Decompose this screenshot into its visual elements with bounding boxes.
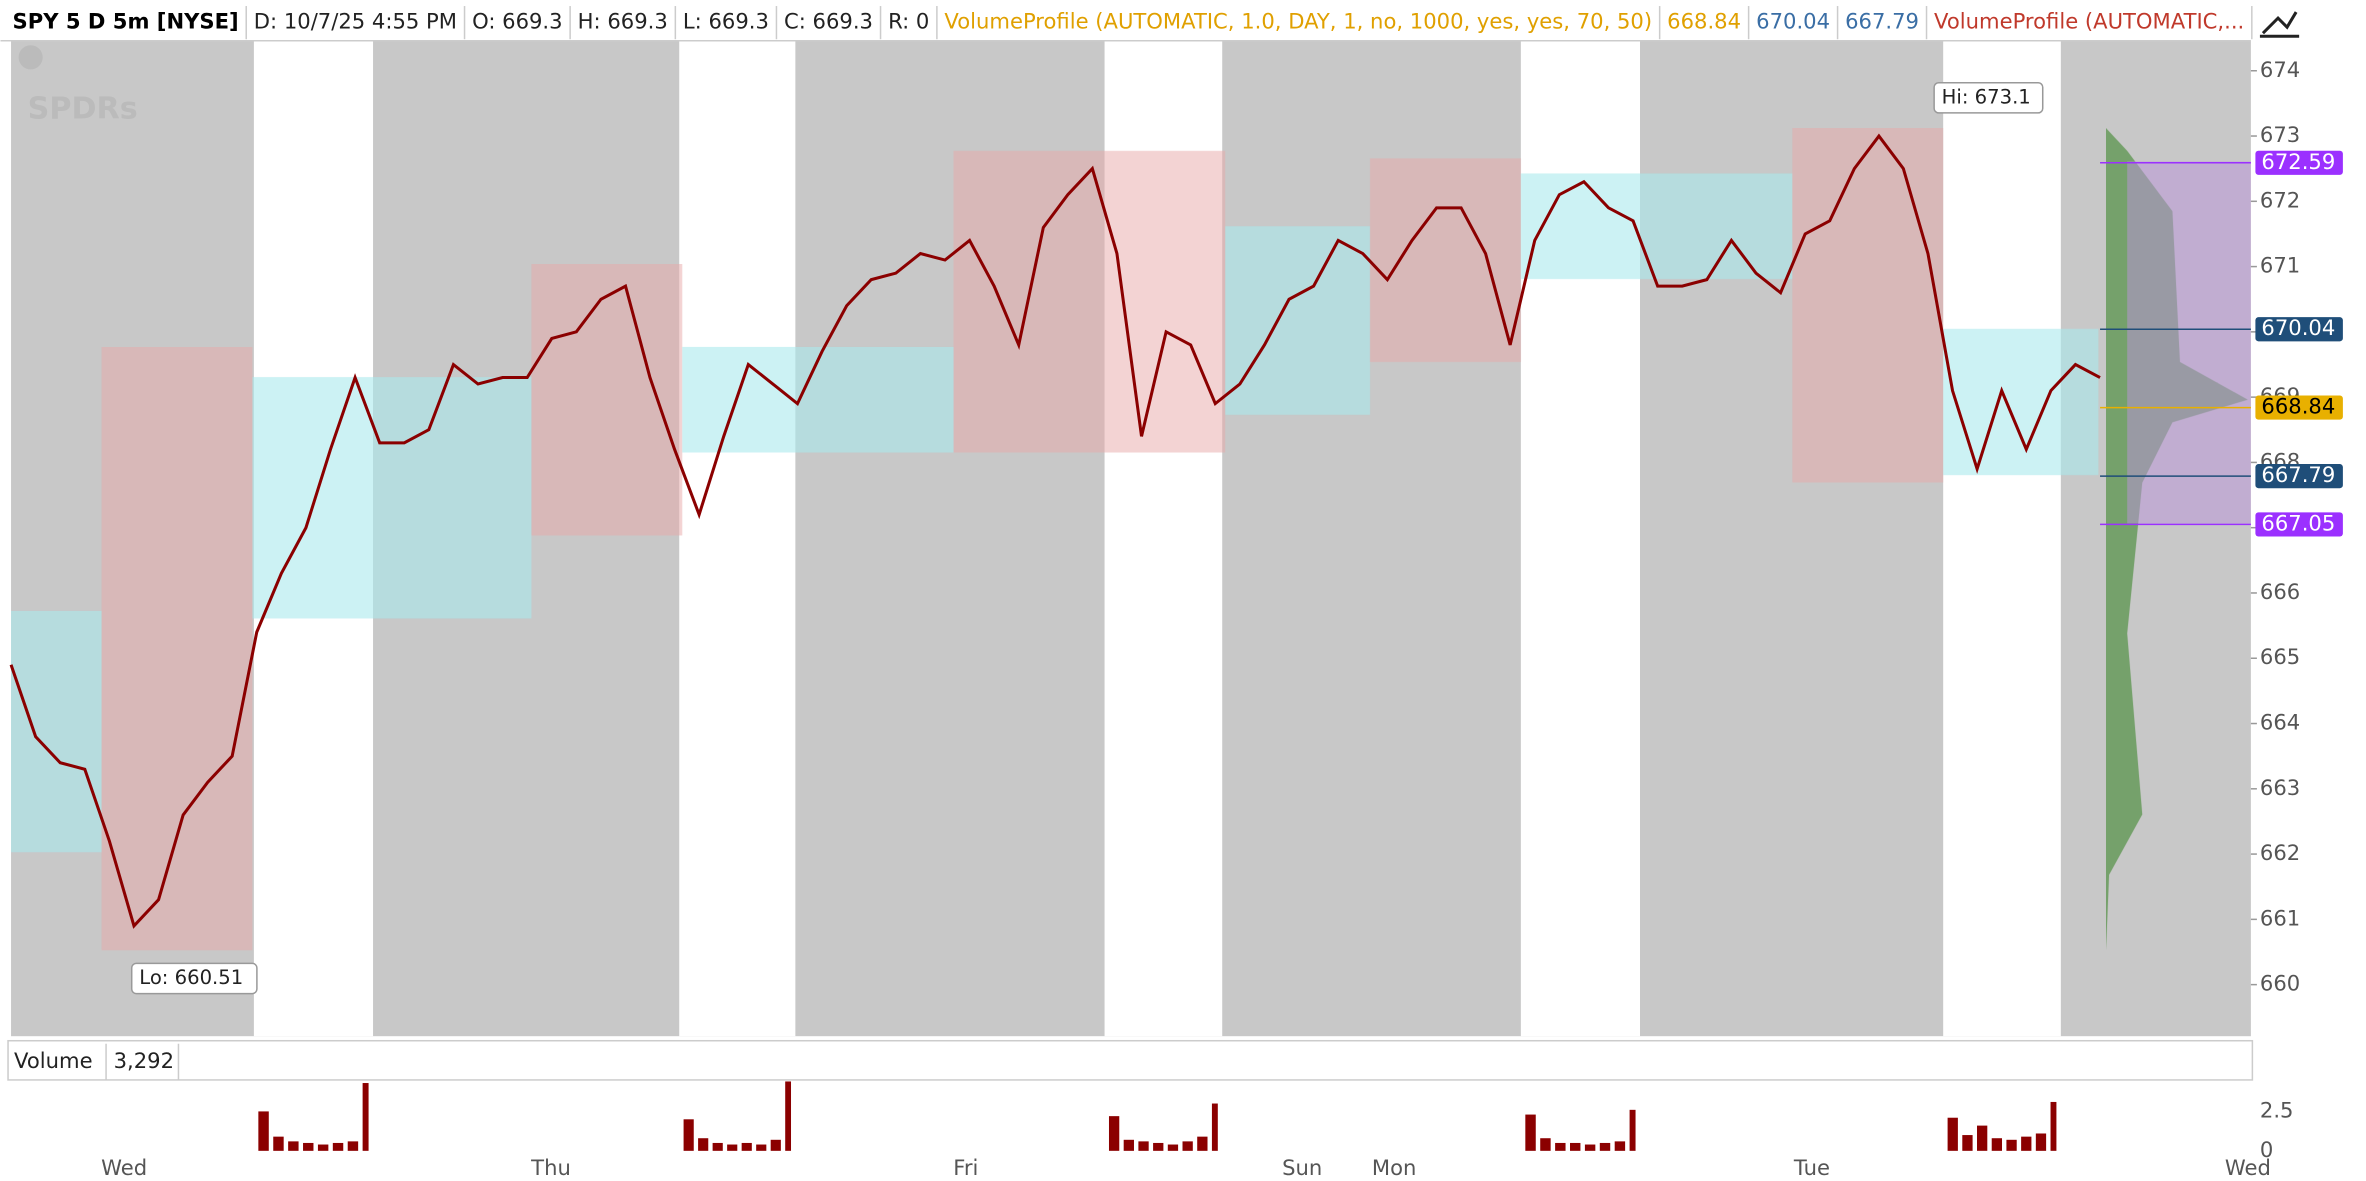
- volume-bar: [1977, 1125, 1988, 1151]
- volume-bar: [2050, 1101, 2057, 1151]
- volume-bar: [303, 1142, 314, 1151]
- price-marker-box: [2255, 317, 2343, 342]
- price-line: [9, 133, 2101, 929]
- price-marker-label: 670.04: [2261, 315, 2335, 340]
- volume-bar: [1167, 1144, 1179, 1151]
- volume-bar: [1991, 1138, 2003, 1151]
- volume-bar: [1182, 1141, 1193, 1151]
- annotation-box: [130, 962, 258, 995]
- x-tick-label: Sun: [1282, 1155, 1322, 1180]
- header-item: SPY 5 D 5m [NYSE]: [13, 9, 239, 34]
- x-tick-label: Thu: [530, 1155, 571, 1180]
- volume-last: 3,292: [114, 1048, 174, 1073]
- y-tick-label: 662: [2260, 840, 2300, 865]
- volume-bar: [1555, 1142, 1566, 1151]
- volume-bar: [770, 1139, 781, 1151]
- header-item: D: 10/7/25 4:55 PM: [254, 9, 457, 34]
- volume-bar: [1599, 1142, 1611, 1151]
- y-tick-label: 663: [2260, 775, 2300, 800]
- volume-title: Volume: [14, 1048, 93, 1073]
- session-band: [679, 40, 796, 1037]
- price-marker-label: 672.59: [2261, 149, 2335, 174]
- volume-bar: [273, 1136, 284, 1151]
- volume-bar: [1153, 1142, 1164, 1151]
- volume-plot: Volume 3,292 2.5 0: [14, 1043, 2294, 1162]
- y-tick-label: 673: [2260, 122, 2300, 147]
- price-marker-label: 668.84: [2261, 394, 2335, 419]
- volume-bar: [362, 1083, 369, 1151]
- volume-bar: [1570, 1142, 1581, 1151]
- volume-bar: [785, 1081, 792, 1151]
- volume-tick-label: 0: [2260, 1137, 2273, 1162]
- annotation: Hi: 673.1: [1942, 85, 2031, 108]
- volume-bar: [1614, 1141, 1626, 1151]
- header: SPY 5 D 5m [NYSE] D: 10/7/25 4:55 PM O: 66…: [0, 6, 2253, 42]
- price-marker-box: [2255, 150, 2343, 175]
- toolbar-icon[interactable]: [2259, 11, 2300, 38]
- price-marker-label: 667.05: [2261, 510, 2335, 535]
- header-item: VolumeProfile (AUTOMATIC,...: [1934, 9, 2244, 34]
- volume-bar: [1211, 1103, 1218, 1151]
- header-item: VolumeProfile (AUTOMATIC, 1.0, DAY, 1, n…: [944, 9, 1652, 34]
- volume-bar: [1108, 1116, 1120, 1151]
- session-band: [1943, 40, 2061, 1037]
- x-tick-label: Wed: [2225, 1155, 2271, 1180]
- x-tick-label: Wed: [101, 1155, 147, 1180]
- header-item: H: 669.3: [578, 9, 668, 34]
- volume-bar: [2035, 1133, 2047, 1151]
- x-tick-label: Fri: [953, 1155, 978, 1180]
- y-tick-label: 660: [2260, 971, 2300, 996]
- logo: SPDRs: [18, 45, 138, 127]
- volume-header: [7, 1039, 2254, 1081]
- volume-bar: [698, 1138, 709, 1151]
- volume-bar: [347, 1141, 359, 1151]
- annotation: Lo: 660.51: [139, 966, 243, 989]
- volume-bar: [332, 1142, 344, 1151]
- price-marker-box: [2255, 395, 2343, 420]
- header-item: L: 669.3: [683, 9, 769, 34]
- y-tick-label: 671: [2260, 253, 2300, 278]
- volume-bar: [1123, 1139, 1134, 1151]
- volume-bar: [1197, 1136, 1208, 1151]
- volume-bar: [712, 1142, 723, 1151]
- volume-bar: [1138, 1141, 1149, 1151]
- price-marker-box: [2255, 464, 2343, 489]
- volume-bar: [258, 1111, 269, 1151]
- volume-bar: [727, 1144, 738, 1151]
- header-item: C: 669.3: [784, 9, 873, 34]
- header-item: O: 669.3: [472, 9, 562, 34]
- volume-bar: [1629, 1109, 1636, 1151]
- y-tick-label: 666: [2260, 579, 2300, 604]
- header-item: 667.79: [1845, 9, 1919, 34]
- volume-bar: [1947, 1117, 1958, 1151]
- volume-bar: [756, 1144, 767, 1151]
- y-tick-label: 661: [2260, 905, 2300, 930]
- header-item: 668.84: [1667, 9, 1741, 34]
- y-tick-label: 674: [2260, 57, 2300, 82]
- volume-bar: [2021, 1136, 2032, 1151]
- x-tick-label: Mon: [1372, 1155, 1417, 1180]
- header-item: R: 0: [888, 9, 929, 34]
- volume-tick-label: 2.5: [2260, 1097, 2294, 1122]
- volume-bar: [741, 1142, 752, 1151]
- header-item: 670.04: [1756, 9, 1830, 34]
- volume-bar: [1525, 1114, 1536, 1151]
- price-plot: 6606616626636646656666676686696706716726…: [9, 57, 2343, 1180]
- svg-text:SPDRs: SPDRs: [28, 92, 138, 127]
- price-marker-label: 667.79: [2261, 462, 2335, 487]
- y-tick-label: 672: [2260, 187, 2300, 212]
- price-marker-box: [2255, 512, 2343, 537]
- volume-bar: [1962, 1135, 1973, 1151]
- volume-bar: [1584, 1144, 1596, 1151]
- volume-bar: [1540, 1138, 1551, 1151]
- volume-bar: [2006, 1139, 2017, 1151]
- y-tick-label: 665: [2260, 644, 2300, 669]
- x-tick-label: Tue: [1793, 1155, 1830, 1180]
- volume-bar: [288, 1141, 299, 1151]
- annotation-box: [1933, 81, 2044, 114]
- y-tick-label: 664: [2260, 710, 2300, 735]
- volume-bar: [317, 1144, 329, 1151]
- volume-bar: [683, 1119, 694, 1151]
